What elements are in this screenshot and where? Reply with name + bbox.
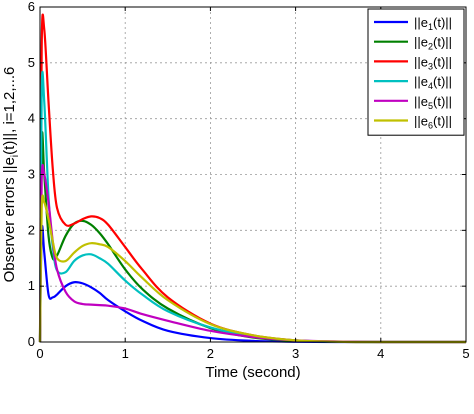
- y-tick-label: 2: [28, 222, 35, 237]
- y-tick-labels: 0 1 2 3 4 5 6: [28, 0, 35, 349]
- series-line-e5: [38, 163, 467, 344]
- x-tick-label: 3: [292, 346, 299, 361]
- legend-box: [367, 8, 465, 136]
- x-tick-label: 4: [377, 346, 384, 361]
- y-tick-label: 1: [28, 278, 35, 293]
- x-tick-label: 0: [36, 346, 43, 361]
- x-tick-label: 1: [122, 346, 129, 361]
- y-tick-label: 3: [28, 167, 35, 182]
- series-line-e1: [38, 224, 466, 344]
- legend-entry-e6: ||e6(t)||: [414, 114, 452, 131]
- x-tick-label: 2: [207, 346, 214, 361]
- tick-marks: [39, 6, 467, 343]
- y-tick-label: 6: [28, 0, 35, 14]
- y-axis-label: Observer errors ||ei(t)||, i=1,2,...6: [1, 67, 21, 283]
- y-tick-label: 4: [28, 111, 35, 126]
- legend-entry-e1: ||e1(t)||: [414, 15, 452, 32]
- y-tick-label: 5: [28, 55, 35, 70]
- y-axis-label-text-rest: (t)||, i=1,2,...6: [1, 67, 18, 155]
- y-tick-label: 0: [28, 334, 35, 349]
- x-axis-label: Time (second): [205, 364, 300, 381]
- y-axis-label-subscript: i: [10, 155, 21, 157]
- legend-entry-e3: ||e3(t)||: [414, 54, 452, 71]
- legend-entry-e2: ||e2(t)||: [414, 35, 452, 52]
- x-tick-labels: 0 1 2 3 4 5: [36, 346, 469, 361]
- y-axis-label-text: Observer errors ||e: [1, 157, 18, 282]
- x-tick-label: 5: [462, 346, 469, 361]
- legend-entry-e5: ||e5(t)||: [414, 94, 452, 111]
- legend: ||e1(t)|| ||e2(t)|| ||e3(t)|| ||e4(t)|| ||e5…: [367, 8, 465, 136]
- series-line-e6: [38, 194, 467, 344]
- series-line-e2: [38, 131, 467, 344]
- legend-entry-e4: ||e4(t)||: [414, 74, 452, 91]
